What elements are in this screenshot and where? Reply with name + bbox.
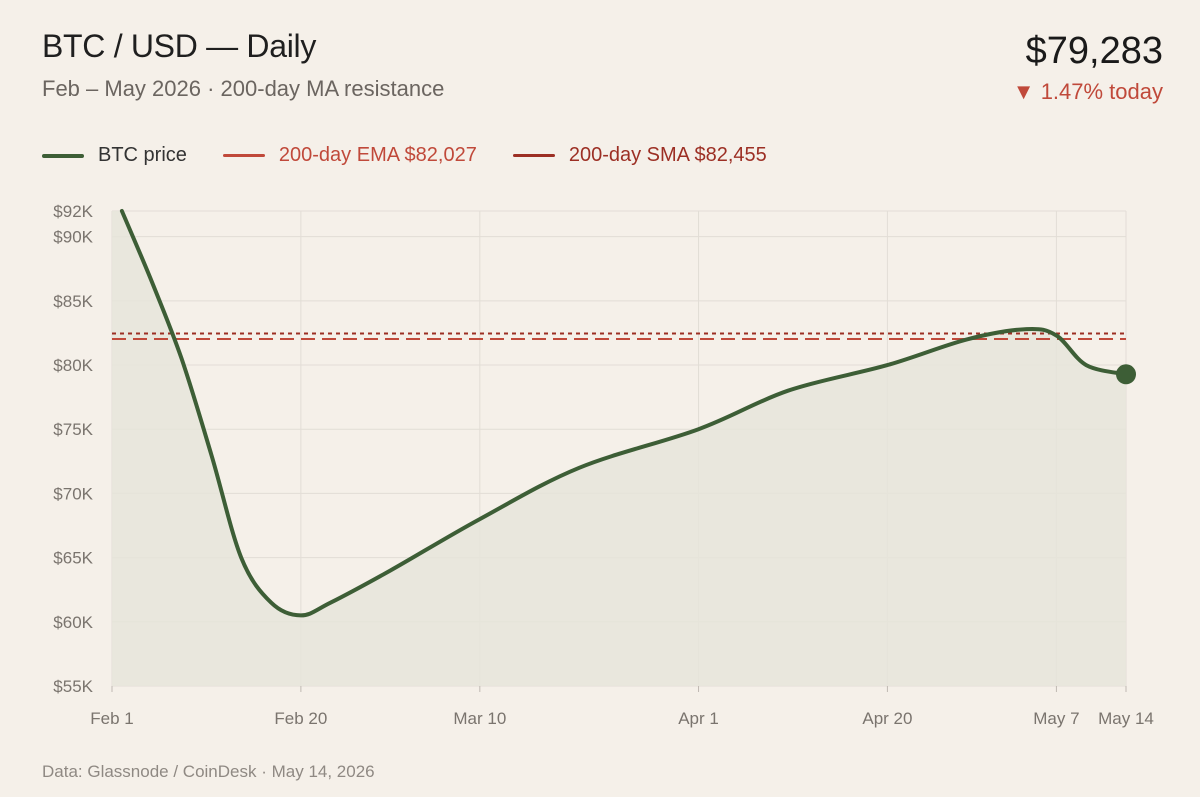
price-change: ▼ 1.47% today <box>1013 79 1163 105</box>
x-tick-label: Apr 20 <box>862 709 912 728</box>
y-tick-label: $92K <box>53 202 93 221</box>
price-area-fill <box>112 211 1126 686</box>
y-tick-label: $70K <box>53 484 93 503</box>
down-arrow-icon: ▼ <box>1012 79 1035 104</box>
x-tick-label: Feb 1 <box>90 709 133 728</box>
legend-swatch-sma <box>512 154 555 157</box>
last-price-point <box>1116 364 1136 385</box>
y-axis-labels: $55K $60K $65K $70K $75K $80K $85K $90K $92K <box>53 202 93 696</box>
chart-legend: BTC price 200-day EMA $82,027 200-day SM… <box>42 144 803 167</box>
legend-item-btc: BTC price <box>42 144 187 167</box>
price-area <box>112 211 1126 686</box>
y-tick-label: $85K <box>53 292 93 311</box>
y-tick-label: $75K <box>53 420 93 439</box>
y-tick-label: $55K <box>53 677 93 696</box>
x-tick-label: May 14 <box>1098 709 1154 728</box>
legend-label-sma: 200-day SMA $82,455 <box>568 144 767 166</box>
price-line-group <box>119 209 1136 618</box>
y-tick-label: $80K <box>53 356 93 375</box>
x-axis-labels: Feb 1 Feb 20 Mar 10 Apr 1 Apr 20 May 7 May 14 <box>90 709 1154 728</box>
legend-label-ema: 200-day EMA $82,027 <box>278 144 477 166</box>
legend-swatch-btc <box>42 153 84 158</box>
x-tick-label: Mar 10 <box>453 709 506 728</box>
legend-item-sma: 200-day SMA $82,455 <box>512 144 767 167</box>
x-tick-label: Feb 20 <box>274 709 327 728</box>
y-tick-label: $60K <box>53 613 93 632</box>
y-tick-label: $90K <box>53 228 93 247</box>
data-source: Data: Glassnode / CoinDesk · May 14, 202… <box>42 762 375 781</box>
legend-swatch-ema <box>222 154 265 157</box>
chart-subtitle: Feb – May 2026 · 200-day MA resistance <box>42 76 445 101</box>
moving-average-lines <box>112 332 1126 341</box>
x-tick-label: Apr 1 <box>678 709 719 728</box>
legend-item-ema: 200-day EMA $82,027 <box>222 144 477 167</box>
btc-price-line <box>119 209 1128 618</box>
chart-title: BTC / USD — Daily <box>42 28 317 64</box>
current-price: $79,283 <box>1025 30 1163 72</box>
price-change-text: 1.47% today <box>1040 79 1163 104</box>
legend-label-btc: BTC price <box>98 144 187 166</box>
y-tick-label: $65K <box>53 549 93 568</box>
x-tick-label: May 7 <box>1033 709 1079 728</box>
